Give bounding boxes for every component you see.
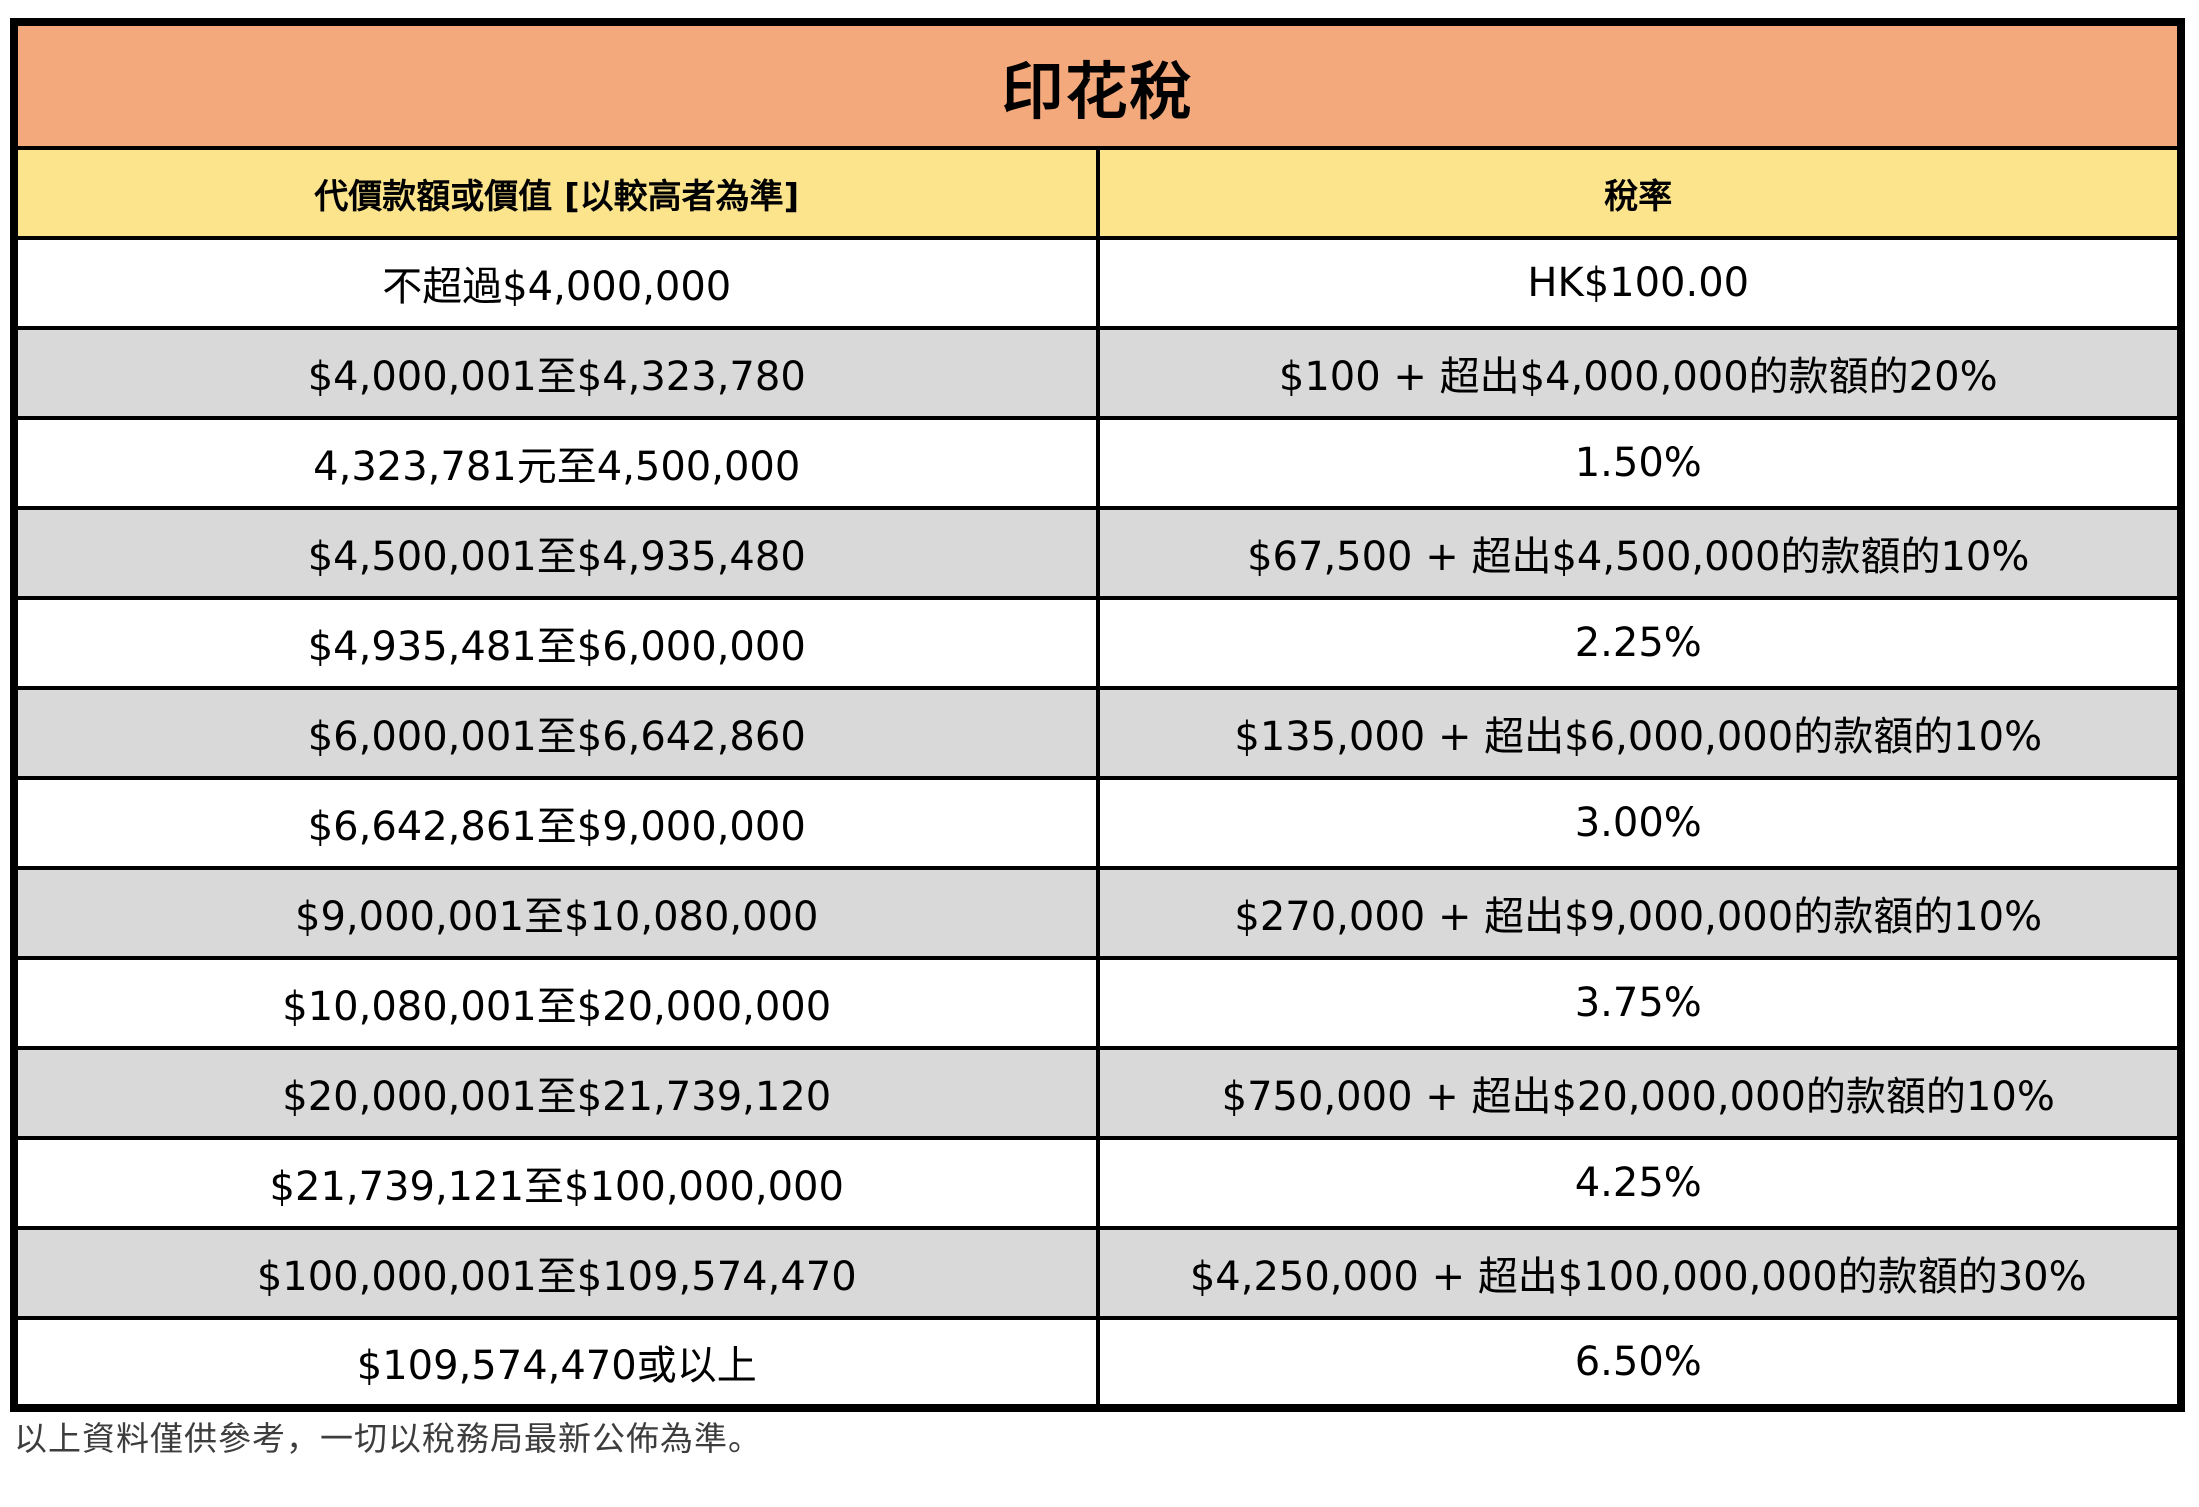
rate-cell: $100 + 超出$4,000,000的款額的20% bbox=[1095, 326, 2185, 420]
table-row: $4,000,001至$4,323,780 $100 + 超出$4,000,00… bbox=[10, 326, 2185, 420]
rate-cell: 6.50% bbox=[1095, 1316, 2185, 1412]
range-cell: $4,500,001至$4,935,480 bbox=[10, 506, 1100, 600]
rate-cell: 2.25% bbox=[1095, 596, 2185, 690]
table-row: $20,000,001至$21,739,120 $750,000 + 超出$20… bbox=[10, 1046, 2185, 1140]
column-header-consideration: 代價款額或價值 [以較高者為準] bbox=[10, 146, 1100, 240]
range-cell: $100,000,001至$109,574,470 bbox=[10, 1226, 1100, 1320]
rate-cell: $4,250,000 + 超出$100,000,000的款額的30% bbox=[1095, 1226, 2185, 1320]
range-cell: 4,323,781元至4,500,000 bbox=[10, 416, 1100, 510]
range-cell: $20,000,001至$21,739,120 bbox=[10, 1046, 1100, 1140]
range-cell: $6,000,001至$6,642,860 bbox=[10, 686, 1100, 780]
table-header-row: 代價款額或價值 [以較高者為準] 稅率 bbox=[10, 146, 2185, 240]
table-row: $6,000,001至$6,642,860 $135,000 + 超出$6,00… bbox=[10, 686, 2185, 780]
table-row: 不超過$4,000,000 HK$100.00 bbox=[10, 236, 2185, 330]
rate-cell: 3.75% bbox=[1095, 956, 2185, 1050]
rate-cell: $270,000 + 超出$9,000,000的款額的10% bbox=[1095, 866, 2185, 960]
table-row: $4,935,481至$6,000,000 2.25% bbox=[10, 596, 2185, 690]
range-cell: $4,935,481至$6,000,000 bbox=[10, 596, 1100, 690]
rate-cell: HK$100.00 bbox=[1095, 236, 2185, 330]
range-cell: $10,080,001至$20,000,000 bbox=[10, 956, 1100, 1050]
table-row: $109,574,470或以上 6.50% bbox=[10, 1316, 2185, 1412]
table-title-row: 印花稅 bbox=[10, 18, 2185, 150]
table-row: $6,642,861至$9,000,000 3.00% bbox=[10, 776, 2185, 870]
rate-cell: $135,000 + 超出$6,000,000的款額的10% bbox=[1095, 686, 2185, 780]
disclaimer-footnote: 以上資料僅供參考，一切以稅務局最新公佈為準。 bbox=[14, 1419, 762, 1458]
table-row: $21,739,121至$100,000,000 4.25% bbox=[10, 1136, 2185, 1230]
range-cell: $4,000,001至$4,323,780 bbox=[10, 326, 1100, 420]
range-cell: 不超過$4,000,000 bbox=[10, 236, 1100, 330]
column-header-rate: 稅率 bbox=[1095, 146, 2185, 240]
table-row: 4,323,781元至4,500,000 1.50% bbox=[10, 416, 2185, 510]
table-row: $4,500,001至$4,935,480 $67,500 + 超出$4,500… bbox=[10, 506, 2185, 600]
range-cell: $6,642,861至$9,000,000 bbox=[10, 776, 1100, 870]
table-row: $100,000,001至$109,574,470 $4,250,000 + 超… bbox=[10, 1226, 2185, 1320]
rate-cell: $750,000 + 超出$20,000,000的款額的10% bbox=[1095, 1046, 2185, 1140]
rate-cell: 4.25% bbox=[1095, 1136, 2185, 1230]
rate-cell: 3.00% bbox=[1095, 776, 2185, 870]
page-title: 印花稅 bbox=[10, 18, 2185, 150]
table-row: $9,000,001至$10,080,000 $270,000 + 超出$9,0… bbox=[10, 866, 2185, 960]
rate-cell: 1.50% bbox=[1095, 416, 2185, 510]
rate-cell: $67,500 + 超出$4,500,000的款額的10% bbox=[1095, 506, 2185, 600]
range-cell: $109,574,470或以上 bbox=[10, 1316, 1100, 1412]
range-cell: $9,000,001至$10,080,000 bbox=[10, 866, 1100, 960]
table-row: $10,080,001至$20,000,000 3.75% bbox=[10, 956, 2185, 1050]
stamp-duty-table: 印花稅 代價款額或價值 [以較高者為準] 稅率 不超過$4,000,000 HK… bbox=[10, 18, 2185, 1412]
range-cell: $21,739,121至$100,000,000 bbox=[10, 1136, 1100, 1230]
